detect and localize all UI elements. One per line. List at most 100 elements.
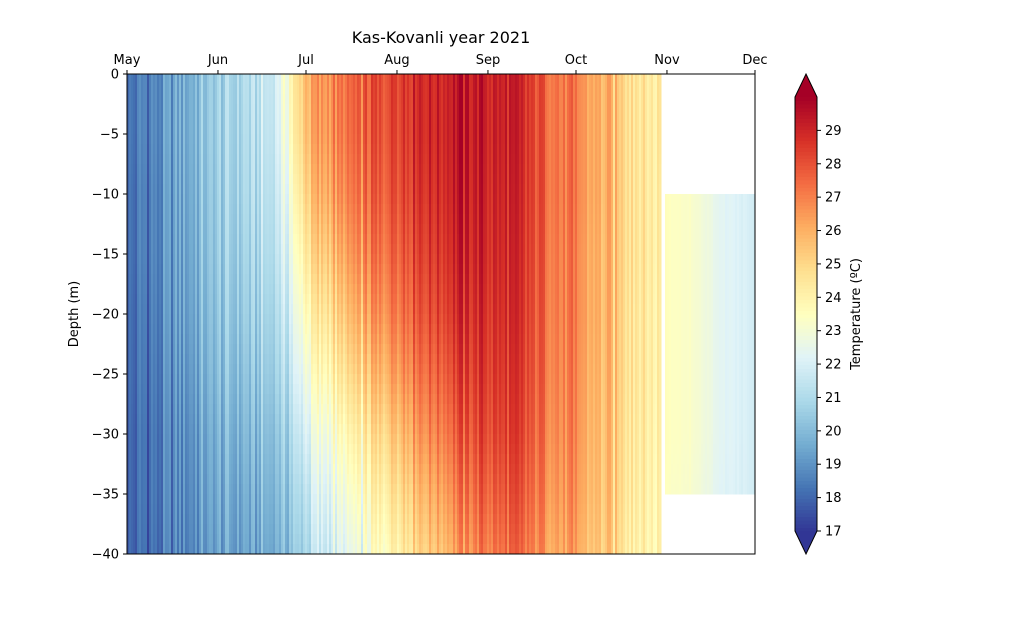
heatmap-cell <box>253 284 256 295</box>
heatmap-cell <box>297 94 300 105</box>
heatmap-cell <box>313 404 316 415</box>
heatmap-cell <box>301 414 304 425</box>
heatmap-cell <box>263 214 266 225</box>
heatmap-cell <box>143 224 146 235</box>
heatmap-cell <box>159 374 162 385</box>
heatmap-cell <box>151 194 154 205</box>
heatmap-cell <box>193 424 196 435</box>
heatmap-cell <box>127 424 130 435</box>
heatmap-cell <box>255 154 258 165</box>
heatmap-cell <box>211 504 214 515</box>
heatmap-cell <box>155 224 158 235</box>
heatmap-cell <box>277 304 280 315</box>
heatmap-cell <box>307 144 310 155</box>
heatmap-cell <box>193 254 196 265</box>
heatmap-cell <box>169 464 172 475</box>
heatmap-cell <box>303 504 306 515</box>
heatmap-cell <box>185 344 188 355</box>
heatmap-cell <box>143 374 146 385</box>
heatmap-cell <box>157 544 160 554</box>
heatmap-cell <box>227 134 230 145</box>
heatmap-cell <box>289 334 292 345</box>
heatmap-cell <box>129 334 132 345</box>
heatmap-cell <box>311 314 314 325</box>
heatmap-cell <box>163 304 166 315</box>
heatmap-cell <box>169 504 172 515</box>
heatmap-cell <box>287 384 290 395</box>
heatmap-cell <box>151 334 154 345</box>
heatmap-cell <box>137 214 140 225</box>
heatmap-cell <box>159 464 162 475</box>
heatmap-cell <box>251 364 254 375</box>
heatmap-cell <box>155 404 158 415</box>
heatmap-cell <box>263 354 266 365</box>
heatmap-cell <box>187 454 190 465</box>
heatmap-cell <box>211 234 214 245</box>
heatmap-cell <box>249 164 252 175</box>
heatmap-cell <box>129 294 132 305</box>
heatmap-cell <box>201 104 204 115</box>
heatmap-cell <box>331 414 334 425</box>
heatmap-cell <box>239 94 242 105</box>
heatmap-cell <box>199 534 202 545</box>
heatmap-cell <box>243 454 246 465</box>
heatmap-cell <box>265 284 268 295</box>
heatmap-cell <box>173 124 176 135</box>
heatmap-cell <box>199 74 202 85</box>
heatmap-cell <box>265 304 268 315</box>
heatmap-cell <box>181 204 184 215</box>
heatmap-cell <box>283 254 286 265</box>
heatmap-cell <box>289 374 292 385</box>
heatmap-cell <box>147 124 150 135</box>
heatmap-cell <box>285 204 288 215</box>
heatmap-cell <box>221 84 224 95</box>
heatmap-cell <box>211 244 214 255</box>
heatmap-cell <box>167 374 170 385</box>
heatmap-cell <box>225 274 228 285</box>
heatmap-cell <box>289 504 292 515</box>
heatmap-cell <box>169 234 172 245</box>
heatmap-cell <box>159 94 162 105</box>
heatmap-cell <box>299 254 302 265</box>
heatmap-cell <box>191 104 194 115</box>
heatmap-cell <box>229 394 232 405</box>
heatmap-cell <box>157 514 160 525</box>
heatmap-cell <box>201 234 204 245</box>
heatmap-cell <box>169 524 172 535</box>
heatmap-cell <box>309 244 312 255</box>
heatmap-cell <box>319 124 322 135</box>
heatmap-cell <box>193 74 196 85</box>
heatmap-cell <box>275 184 278 195</box>
heatmap-cell <box>245 354 248 365</box>
heatmap-cell <box>307 404 310 415</box>
heatmap-cell <box>307 174 310 185</box>
heatmap-cell <box>157 304 160 315</box>
heatmap-cell <box>245 234 248 245</box>
heatmap-cell <box>255 384 258 395</box>
heatmap-cell <box>181 424 184 435</box>
heatmap-cell <box>233 514 236 525</box>
heatmap-cell <box>329 514 332 525</box>
heatmap-cell <box>315 354 318 365</box>
heatmap-cell <box>321 264 324 275</box>
heatmap-cell <box>289 344 292 355</box>
heatmap-cell <box>211 334 214 345</box>
heatmap-cell <box>211 304 214 315</box>
heatmap-cell <box>233 494 236 505</box>
heatmap-cell <box>197 74 200 85</box>
heatmap-cell <box>319 294 322 305</box>
heatmap-cell <box>167 394 170 405</box>
heatmap-cell <box>245 344 248 355</box>
heatmap-cell <box>191 384 194 395</box>
heatmap-cell <box>245 154 248 165</box>
heatmap-cell <box>295 524 298 535</box>
heatmap-cell <box>223 354 226 365</box>
heatmap-cell <box>281 274 284 285</box>
heatmap-cell <box>295 74 298 85</box>
heatmap-cell <box>183 354 186 365</box>
heatmap-cell <box>143 524 146 535</box>
heatmap-cell <box>163 134 166 145</box>
heatmap-cell <box>201 334 204 345</box>
heatmap-cell <box>237 184 240 195</box>
heatmap-cell <box>273 144 276 155</box>
